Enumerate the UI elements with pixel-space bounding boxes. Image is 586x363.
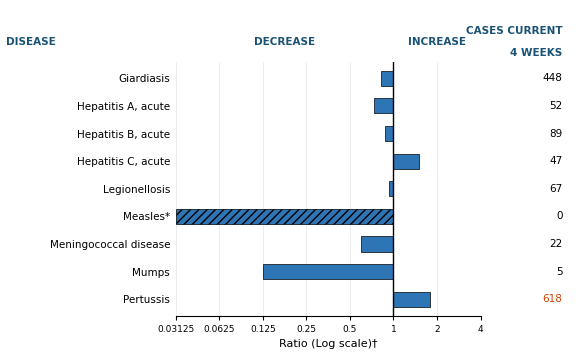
Text: CASES CURRENT: CASES CURRENT (466, 26, 563, 36)
Text: DECREASE: DECREASE (254, 37, 315, 47)
Text: 4 WEEKS: 4 WEEKS (510, 48, 563, 58)
Bar (381, 71, 393, 86)
Text: INCREASE: INCREASE (408, 37, 466, 47)
Text: 0: 0 (556, 211, 563, 221)
Bar (374, 98, 393, 114)
Text: DISEASE: DISEASE (6, 37, 56, 47)
Bar (362, 236, 393, 252)
Bar (393, 154, 419, 169)
Text: 618: 618 (543, 294, 563, 304)
Bar (386, 126, 393, 141)
Text: 448: 448 (543, 73, 563, 83)
Text: 47: 47 (549, 156, 563, 166)
Text: 89: 89 (549, 129, 563, 139)
Text: 22: 22 (549, 239, 563, 249)
Text: 5: 5 (556, 266, 563, 277)
Bar (263, 264, 393, 279)
Bar (393, 291, 430, 307)
Text: 67: 67 (549, 184, 563, 194)
Bar (389, 181, 393, 196)
Bar (176, 209, 393, 224)
Text: 52: 52 (549, 101, 563, 111)
X-axis label: Ratio (Log scale)†: Ratio (Log scale)† (279, 339, 377, 350)
